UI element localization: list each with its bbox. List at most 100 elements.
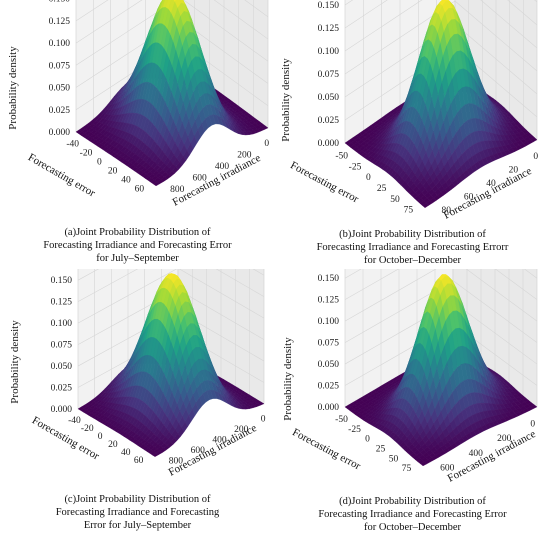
- error-tick-label: 75: [404, 206, 414, 216]
- error-tick-label: -25: [348, 425, 361, 435]
- irradiance-tick-label: 400: [215, 162, 230, 172]
- z-tick-label: 0.150: [318, 274, 340, 284]
- z-tick-label: 0.050: [51, 362, 73, 372]
- caption-a-line3: for July–September: [96, 253, 179, 264]
- error-tick-label: 25: [376, 444, 386, 454]
- error-tick-label: 0: [98, 432, 103, 442]
- z-tick-label: 0.000: [318, 403, 340, 413]
- caption-d-line2: Forecasting Irradiance and Forecasting E…: [318, 509, 507, 520]
- z-tick-label: 0.100: [318, 317, 340, 327]
- z-tick-label: 0.075: [318, 339, 340, 349]
- z-tick-label: 0.100: [51, 319, 73, 329]
- z-tick-label: 0.025: [318, 382, 340, 392]
- caption-c-line2: Forecasting Irradiance and Forecasting: [55, 507, 220, 518]
- caption-a-line1: (a)Joint Probability Distribution of: [64, 227, 211, 238]
- irradiance-tick-label: 400: [469, 449, 484, 459]
- z-tick-label: 0.125: [51, 298, 73, 308]
- error-tick-label: -50: [335, 415, 348, 425]
- caption-a: (a)Joint Probability Distribution of For…: [0, 226, 275, 265]
- surface: [344, 274, 538, 467]
- irradiance-tick-label: 200: [237, 150, 252, 160]
- caption-a-line2: Forecasting Irradiance and Forecasting E…: [43, 240, 232, 251]
- error-axis-label: Forecasting error: [26, 151, 98, 199]
- z-tick-label: 0.125: [49, 17, 71, 27]
- irradiance-tick-label: 800: [169, 457, 184, 467]
- error-tick-label: 40: [121, 448, 131, 458]
- irradiance-tick-label: 800: [170, 185, 185, 195]
- error-tick-label: 60: [134, 456, 144, 466]
- surface-plot-a: 0.000 0.025 0.050 0.075 0.100 0.125 0.150 Proba…: [7, 0, 269, 209]
- error-tick-label: 25: [377, 184, 387, 194]
- irradiance-tick-label: 600: [191, 446, 206, 456]
- error-axis-label: Forecasting error: [30, 414, 102, 462]
- error-tick-label: -40: [66, 140, 79, 150]
- caption-d-line1: (d)Joint Probability Distribution of: [339, 496, 486, 507]
- irradiance-tick-label: 20: [509, 165, 519, 175]
- error-tick-label: -25: [349, 162, 362, 172]
- z-tick-label: 0.050: [318, 360, 340, 370]
- z-tick-label: 0.025: [318, 116, 340, 126]
- caption-d: (d)Joint Probability Distribution of For…: [275, 495, 550, 534]
- surface-plot-d: 0.000 0.025 0.050 0.075 0.100 0.125 0.150 Proba…: [282, 269, 538, 485]
- irradiance-tick-label: 400: [212, 436, 227, 446]
- z-tick-label: 0.000: [51, 405, 73, 415]
- irradiance-tick-label: 200: [497, 434, 512, 444]
- z-axis-label: Probability density: [7, 46, 19, 130]
- surface: [344, 0, 538, 209]
- error-tick-label: 75: [402, 464, 412, 474]
- z-axis: 0.000 0.025 0.050 0.075 0.100 0.125 0.150 Proba…: [280, 1, 339, 149]
- z-axis-label: Probability density: [9, 320, 21, 404]
- caption-b-line1: (b)Joint Probability Distribution of: [339, 229, 486, 240]
- z-tick-label: 0.050: [318, 93, 340, 103]
- error-tick-label: 20: [108, 440, 118, 450]
- z-tick-label: 0.125: [318, 24, 340, 34]
- z-axis-label: Probability density: [282, 337, 294, 421]
- irradiance-tick-label: 0: [530, 419, 535, 429]
- z-tick-label: 0.150: [318, 1, 340, 11]
- irradiance-tick-label: 0: [261, 414, 266, 424]
- z-tick-label: 0.000: [49, 128, 71, 138]
- error-tick-label: 0: [366, 173, 371, 183]
- surface-plot-c: 0.000 0.025 0.050 0.075 0.100 0.125 0.150 Proba…: [9, 269, 266, 479]
- error-tick-label: -50: [335, 151, 348, 161]
- caption-d-line3: for October–December: [363, 522, 462, 533]
- surface-patch: [152, 181, 161, 187]
- error-tick-label: 0: [365, 435, 370, 445]
- panel-b: 0.000 0.025 0.050 0.075 0.100 0.125 0.150 Proba…: [275, 0, 550, 269]
- error-tick-label: 0: [97, 158, 102, 168]
- z-tick-label: 0.100: [318, 47, 340, 57]
- error-tick-label: 50: [390, 195, 400, 205]
- irradiance-tick-label: 60: [464, 193, 474, 203]
- caption-c-line1: (c)Joint Probability Distribution of: [64, 494, 211, 505]
- irradiance-tick-label: 600: [192, 174, 207, 184]
- caption-b-line3: for October–December: [363, 255, 462, 266]
- error-tick-label: -20: [80, 149, 93, 159]
- z-tick-label: 0.150: [49, 0, 71, 5]
- surface-plot-b: 0.000 0.025 0.050 0.075 0.100 0.125 0.150 Proba…: [280, 0, 538, 222]
- z-axis: 0.000 0.025 0.050 0.075 0.100 0.125 0.150 Proba…: [9, 276, 72, 415]
- z-axis: 0.000 0.025 0.050 0.075 0.100 0.125 0.150 Proba…: [282, 274, 339, 421]
- caption-c: (c)Joint Probability Distribution of For…: [0, 493, 275, 532]
- error-tick-label: -40: [68, 416, 81, 426]
- z-axis-label: Probability density: [280, 58, 292, 142]
- surface-patch: [422, 202, 429, 209]
- z-axis: 0.000 0.025 0.050 0.075 0.100 0.125 0.150 Proba…: [7, 0, 70, 138]
- irradiance-tick-label: 600: [440, 464, 455, 474]
- error-tick-label: -20: [81, 424, 94, 434]
- panel-d: 0.000 0.025 0.050 0.075 0.100 0.125 0.150 Proba…: [275, 269, 550, 538]
- z-tick-label: 0.075: [318, 70, 340, 80]
- z-tick-label: 0.125: [318, 296, 340, 306]
- z-tick-label: 0.100: [49, 39, 71, 49]
- irradiance-tick-label: 80: [441, 206, 451, 216]
- z-tick-label: 0.025: [49, 106, 71, 116]
- error-tick-label: 20: [108, 167, 118, 177]
- z-tick-label: 0.075: [51, 341, 73, 351]
- irradiance-tick-label: 200: [234, 425, 249, 435]
- irradiance-tick-label: 0: [264, 139, 269, 149]
- z-tick-label: 0.150: [51, 276, 73, 286]
- panel-a: 0.000 0.025 0.050 0.075 0.100 0.125 0.150 Proba…: [0, 0, 275, 269]
- caption-c-line3: Error for July–September: [83, 520, 192, 531]
- panel-c: 0.000 0.025 0.050 0.075 0.100 0.125 0.150 Proba…: [0, 269, 275, 538]
- surface-patch: [420, 461, 428, 467]
- z-tick-label: 0.025: [51, 384, 73, 394]
